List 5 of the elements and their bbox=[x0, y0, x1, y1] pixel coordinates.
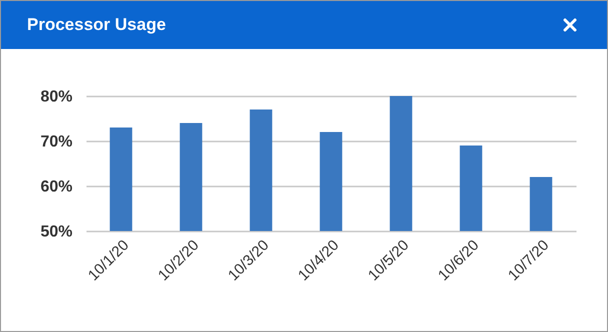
y-tick-label: 50% bbox=[40, 224, 72, 240]
y-tick-label: 70% bbox=[40, 134, 72, 150]
y-tick-label: 80% bbox=[40, 88, 72, 106]
chart-title: Processor Usage bbox=[27, 15, 166, 35]
y-tick-label: 60% bbox=[40, 178, 72, 196]
